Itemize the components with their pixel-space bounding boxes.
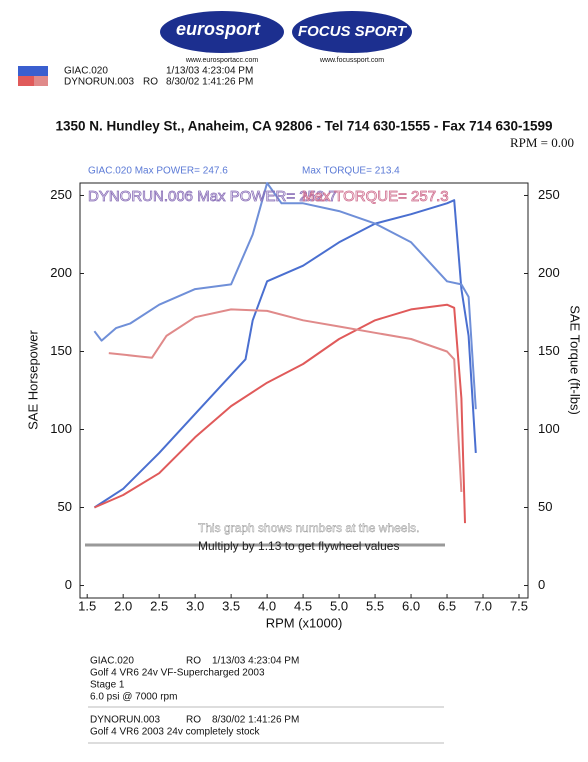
legend-swatch (34, 66, 48, 76)
x-tick-label: 2.5 (150, 598, 168, 613)
annotation: Multiply by 1.13 to get flywheel values (198, 539, 399, 553)
legend-file: GIAC.020 (64, 66, 108, 77)
annotation: This graph shows numbers at the wheels. (198, 521, 419, 535)
logo-left: eurosport (176, 19, 261, 39)
logo-url: www.focussport.com (319, 57, 384, 64)
x-tick-label: 3.5 (222, 598, 240, 613)
run-date: 8/30/02 1:41:26 PM (212, 715, 299, 726)
run-code: RO (186, 715, 201, 726)
rpm-readout: RPM = 0.00 (510, 135, 574, 150)
legend-file: DYNORUN.003 (64, 77, 134, 88)
y-tick-label: 100 (50, 421, 72, 436)
x-tick-label: 4.0 (258, 598, 276, 613)
series-line (93, 182, 477, 410)
y-tick-label: 250 (50, 187, 72, 202)
series-line (94, 303, 466, 524)
y2-tick-label: 100 (538, 421, 560, 436)
run-note: Stage 1 (90, 680, 125, 691)
x-axis-label: RPM (x1000) (266, 615, 343, 630)
x-tick-label: 3.0 (186, 598, 204, 613)
x-tick-label: 5.0 (330, 598, 348, 613)
x-tick-label: 1.5 (78, 598, 96, 613)
legend-code: RO (143, 77, 158, 88)
legend-date: 8/30/02 1:41:26 PM (166, 77, 253, 88)
y2-tick-label: 250 (538, 187, 560, 202)
run-date: 1/13/03 4:23:04 PM (212, 656, 299, 667)
run-note: Golf 4 VR6 24v VF-Supercharged 2003 (90, 668, 265, 679)
y2-axis-label: SAE Torque (ft-lbs) (568, 305, 583, 415)
series-line (93, 199, 477, 509)
annotation: Max TORQUE= 213.4 (302, 166, 400, 177)
run-note: Golf 4 VR6 2003 24v completely stock (90, 727, 261, 738)
y2-tick-label: 150 (538, 343, 560, 358)
annotation: Max TORQUE= 257.3 (302, 188, 449, 205)
y2-tick-label: 50 (538, 499, 552, 514)
x-tick-label: 4.5 (294, 598, 312, 613)
y-tick-label: 200 (50, 265, 72, 280)
plot-frame (79, 182, 529, 599)
y2-tick-label: 0 (538, 577, 545, 592)
y-axis-label: SAE Horsepower (25, 329, 40, 429)
legend-swatch (34, 76, 48, 86)
x-tick-label: 7.5 (510, 598, 528, 613)
x-tick-label: 7.0 (474, 598, 492, 613)
run-file: GIAC.020 (90, 656, 134, 667)
run-code: RO (186, 656, 201, 667)
x-tick-label: 5.5 (366, 598, 384, 613)
x-tick-label: 6.5 (438, 598, 456, 613)
logo-url: www.eurosportacc.com (185, 57, 259, 64)
y-tick-label: 50 (58, 499, 72, 514)
y-tick-label: 0 (65, 577, 72, 592)
annotation: DYNORUN.006 Max POWER= 252.7 (88, 188, 337, 205)
logo-badge (292, 11, 412, 53)
legend-swatch (18, 76, 34, 86)
address: 1350 N. Hundley St., Anaheim, CA 92806 -… (55, 119, 552, 134)
run-file: DYNORUN.003 (90, 715, 160, 726)
series-line (108, 308, 463, 492)
legend-swatch (18, 66, 34, 76)
logo-right: FOCUS SPORT (298, 23, 408, 40)
logo-badge (160, 11, 284, 53)
y-tick-label: 150 (50, 343, 72, 358)
legend-date: 1/13/03 4:23:04 PM (166, 66, 253, 77)
y2-tick-label: 200 (538, 265, 560, 280)
annotation: GIAC.020 Max POWER= 247.6 (88, 166, 228, 177)
x-tick-label: 2.0 (114, 598, 132, 613)
run-note: 6.0 psi @ 7000 rpm (90, 692, 177, 703)
x-tick-label: 6.0 (402, 598, 420, 613)
